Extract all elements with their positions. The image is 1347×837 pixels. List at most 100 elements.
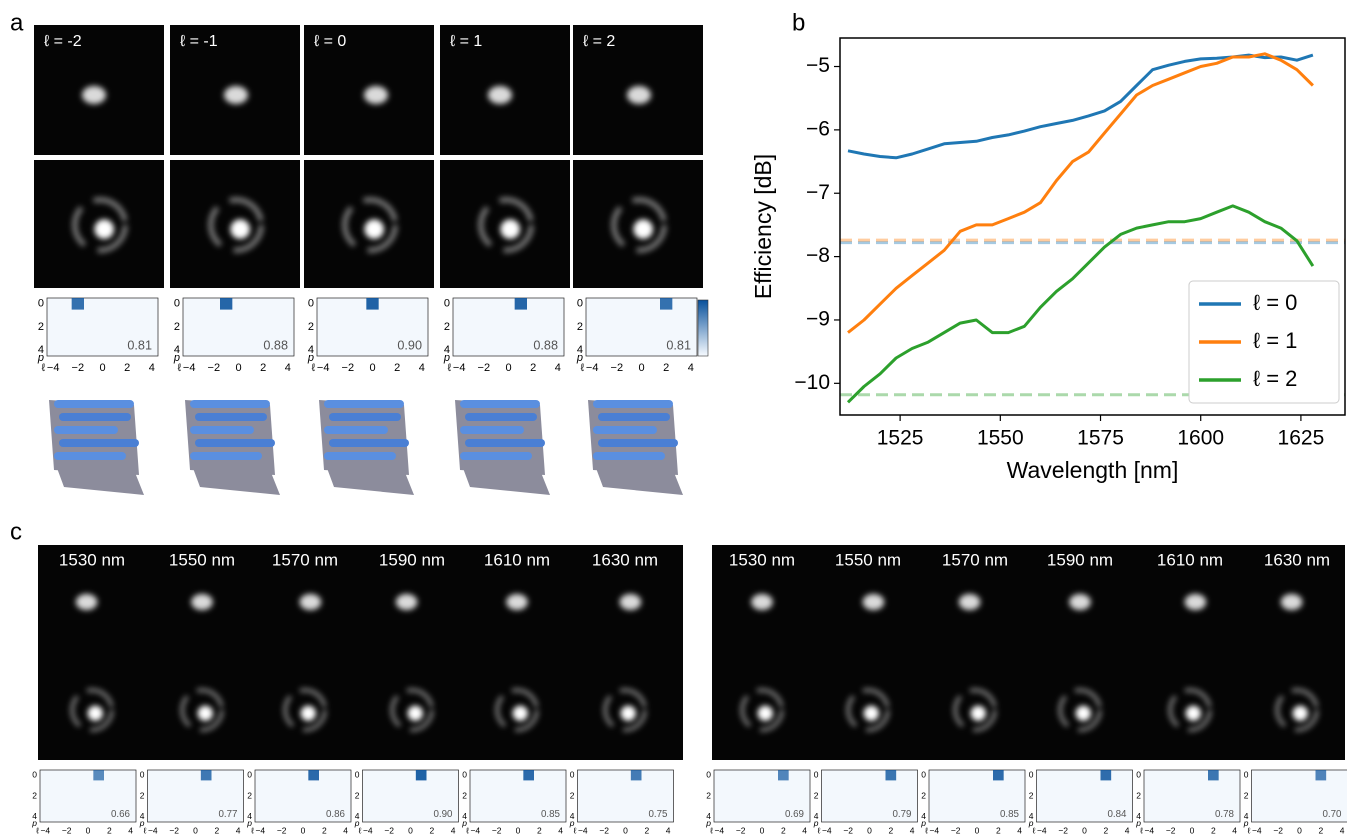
heatmap-x-tick: 4 xyxy=(1232,826,1237,836)
heatmap-y-tick: 2 xyxy=(38,321,44,333)
heatmap-x-tick: −2 xyxy=(1166,826,1176,836)
heatmap-x-tick: 4 xyxy=(558,826,563,836)
heatmap-x-tick: 0 xyxy=(516,826,521,836)
structure-bar xyxy=(598,439,678,447)
heatmap-cell xyxy=(515,298,527,310)
intensity xyxy=(396,594,418,610)
heatmap-x-tick: 2 xyxy=(429,826,434,836)
heatmap-y-tick: 2 xyxy=(444,321,450,333)
intensity xyxy=(76,594,98,610)
intensity xyxy=(488,86,512,104)
legend-label: ℓ = 2 xyxy=(1253,366,1297,391)
heatmap-x-tick: 2 xyxy=(124,362,130,374)
mode-label: ℓ = 1 xyxy=(450,33,482,50)
heatmap-x-tick: 2 xyxy=(394,362,400,374)
heatmap-cell xyxy=(416,770,427,780)
heatmap-x-tick: 4 xyxy=(451,826,456,836)
heatmap-x-tick: 4 xyxy=(666,826,671,836)
structure-bar xyxy=(190,452,262,460)
heatmap-y-tick: 2 xyxy=(1244,790,1249,800)
core xyxy=(513,706,528,721)
heatmap-cell xyxy=(1101,770,1112,780)
purity: 0.90 xyxy=(433,809,453,820)
heatmap-y-tick: 0 xyxy=(355,769,360,779)
heatmap-y-tick: 2 xyxy=(140,790,145,800)
heatmap-x-tick: −2 xyxy=(342,362,355,374)
purity: 0.66 xyxy=(111,809,130,820)
heatmap-x-tick: 2 xyxy=(530,362,536,374)
heatmap-x-tick: 4 xyxy=(236,826,241,836)
structure-bar xyxy=(460,426,524,434)
wavelength-label: 1570 nm xyxy=(272,550,338,569)
mode-image xyxy=(1185,594,1207,610)
heatmap-cell xyxy=(220,298,232,310)
heatmap-x-tick: −4 xyxy=(317,362,330,374)
heatmap-x-tick: −2 xyxy=(384,826,394,836)
heatmap-x-tick: 2 xyxy=(781,826,786,836)
heatmap-x-label: ℓ xyxy=(1247,826,1251,836)
heatmap-cell xyxy=(993,770,1004,780)
heatmap-x-label: ℓ xyxy=(177,362,181,374)
purity: 0.70 xyxy=(1322,809,1342,820)
heatmap-x-tick: 0 xyxy=(301,826,306,836)
y-axis-label: Efficiency [dB] xyxy=(750,154,776,299)
purity: 0.81 xyxy=(127,338,152,352)
colorbar xyxy=(698,300,708,356)
heatmap-x-tick: −2 xyxy=(736,826,746,836)
heatmap-x-tick: 0 xyxy=(1190,826,1195,836)
heatmap-cell xyxy=(93,770,104,780)
heatmap-x-label: ℓ xyxy=(1139,826,1143,836)
heatmap-cell xyxy=(72,298,84,310)
heatmap-x-label: ℓ xyxy=(358,826,362,836)
heatmap-x-tick: 2 xyxy=(260,362,266,374)
core xyxy=(621,706,636,721)
heatmap-y-tick: 0 xyxy=(32,769,37,779)
heatmap-cell xyxy=(778,770,789,780)
intensity xyxy=(863,594,885,610)
purity: 0.85 xyxy=(541,809,561,820)
structure-bar xyxy=(324,400,404,408)
heatmap-cell xyxy=(366,298,378,310)
intensity xyxy=(506,594,528,610)
mode-image xyxy=(224,86,248,104)
mode-image xyxy=(620,594,642,610)
heatmap-x-tick: 4 xyxy=(688,362,694,374)
structure-bar xyxy=(54,400,134,408)
heatmap-x-tick: 2 xyxy=(1318,826,1323,836)
core xyxy=(864,706,879,721)
heatmap-cell xyxy=(308,770,319,780)
mode-label: ℓ = -1 xyxy=(180,33,218,50)
structure xyxy=(455,400,550,495)
mode-image xyxy=(1281,594,1303,610)
heatmap-x-tick: 0 xyxy=(975,826,980,836)
mode-image xyxy=(627,86,651,104)
intensity xyxy=(959,594,981,610)
series-line xyxy=(848,55,1313,158)
heatmap-x-tick: 4 xyxy=(1340,826,1345,836)
purity: 0.86 xyxy=(326,809,345,820)
heatmap-x-tick: −2 xyxy=(72,362,85,374)
structure-bar xyxy=(460,400,540,408)
wavelength-label: 1550 nm xyxy=(169,550,235,569)
heatmap-x-tick: 2 xyxy=(1103,826,1108,836)
x-tick-label: 1575 xyxy=(1077,427,1124,450)
heatmap-y-tick: 2 xyxy=(462,790,467,800)
heatmap-x-tick: −2 xyxy=(277,826,287,836)
heatmap-x-label: ℓ xyxy=(41,362,45,374)
heatmap-x-tick: 4 xyxy=(1017,826,1022,836)
heatmap-y-tick: 0 xyxy=(247,769,252,779)
purity: 0.78 xyxy=(1215,809,1234,820)
intensity xyxy=(300,594,322,610)
heatmap-x-tick: −4 xyxy=(47,362,60,374)
heatmap-x-tick: −2 xyxy=(1058,826,1068,836)
mode-image xyxy=(364,86,388,104)
mode-image xyxy=(191,594,213,610)
y-tick-label: −7 xyxy=(806,181,830,204)
purity: 0.77 xyxy=(218,809,237,820)
heatmap-x-tick: −2 xyxy=(208,362,221,374)
intensity xyxy=(224,86,248,104)
core xyxy=(1076,706,1091,721)
heatmap-x-label: ℓ xyxy=(250,826,254,836)
y-tick-label: −9 xyxy=(806,308,830,331)
image-panel xyxy=(712,545,1345,760)
